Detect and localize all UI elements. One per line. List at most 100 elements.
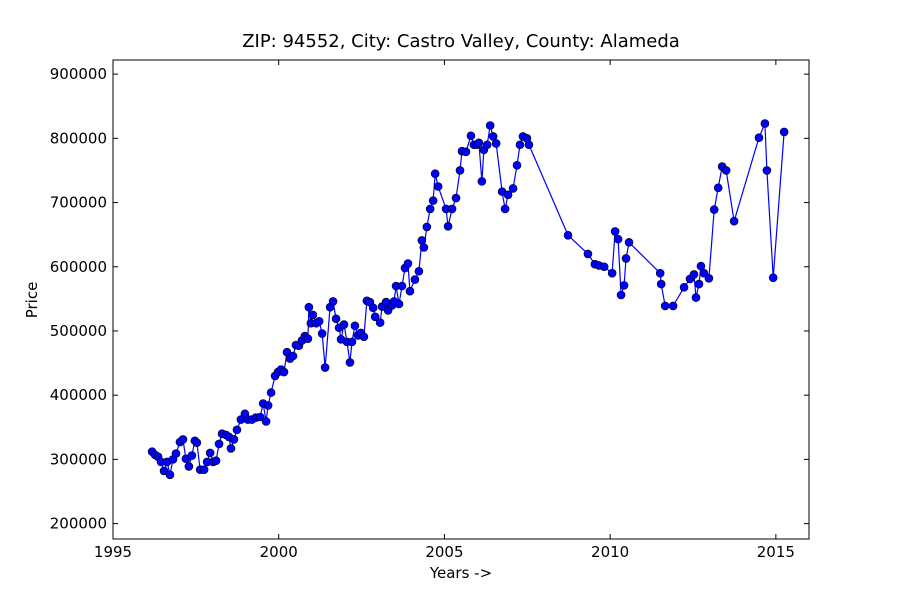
- data-point: [368, 303, 378, 313]
- data-point: [405, 286, 415, 296]
- data-point: [303, 334, 313, 343]
- data-point: [729, 216, 739, 226]
- data-point: [410, 275, 420, 284]
- data-point: [263, 401, 273, 410]
- data-point: [266, 388, 276, 397]
- data-point: [403, 259, 413, 268]
- data-point: [599, 262, 609, 272]
- data-point: [359, 332, 369, 342]
- data-point: [713, 183, 723, 193]
- data-point: [656, 279, 666, 289]
- data-point: [754, 133, 764, 142]
- data-point: [691, 293, 701, 302]
- data-point: [187, 451, 197, 460]
- data-point: [304, 302, 314, 312]
- data-point: [621, 254, 631, 263]
- data-point: [768, 273, 778, 282]
- data-point: [331, 314, 341, 324]
- data-point: [447, 204, 457, 214]
- data-point: [443, 222, 453, 231]
- data-point: [512, 161, 522, 170]
- data-point: [455, 166, 465, 175]
- data-point: [679, 283, 689, 292]
- data-point: [624, 238, 634, 247]
- data-point: [762, 166, 772, 175]
- data-point: [704, 274, 714, 283]
- data-point: [668, 301, 678, 311]
- data-point: [229, 435, 239, 444]
- data-point: [515, 140, 525, 150]
- data-point: [619, 281, 629, 290]
- x-tick-label: 2015: [757, 543, 795, 561]
- data-point: [466, 131, 476, 141]
- data-point: [226, 444, 236, 453]
- data-point: [279, 367, 289, 377]
- data-point: [314, 317, 324, 326]
- y-axis-label: Price: [23, 282, 41, 319]
- data-point: [689, 270, 699, 279]
- data-point: [214, 439, 224, 449]
- data-point: [613, 234, 623, 244]
- data-point: [461, 147, 471, 157]
- data-point: [347, 337, 357, 347]
- data-point: [721, 166, 731, 175]
- data-point: [288, 351, 298, 361]
- x-tick-label: 2000: [260, 543, 298, 561]
- data-point: [205, 448, 215, 458]
- y-tick-label: 200000: [50, 515, 107, 533]
- y-tick-label: 500000: [50, 322, 107, 340]
- data-point: [709, 205, 719, 214]
- plot-frame: [112, 59, 810, 540]
- data-point: [184, 462, 194, 471]
- chart-title: ZIP: 94552, City: Castro Valley, County:…: [242, 31, 680, 52]
- data-point: [477, 177, 487, 186]
- data-point: [350, 321, 360, 331]
- data-point: [660, 301, 670, 311]
- data-point: [503, 190, 513, 200]
- data-point: [345, 358, 355, 367]
- y-tick-label: 800000: [50, 129, 107, 147]
- data-point: [607, 268, 617, 278]
- x-tick-label: 2005: [425, 543, 463, 561]
- data-point: [451, 193, 461, 203]
- data-point: [171, 449, 181, 458]
- y-tick-label: 600000: [50, 258, 107, 276]
- data-point: [485, 121, 495, 130]
- data-point: [261, 417, 271, 426]
- data-point: [419, 243, 429, 252]
- data-point: [417, 236, 427, 245]
- data-point: [178, 435, 188, 444]
- data-point: [308, 310, 318, 320]
- data-point: [524, 140, 534, 150]
- data-point: [328, 297, 338, 306]
- data-point: [610, 227, 620, 236]
- x-tick-label: 2010: [591, 543, 629, 561]
- data-point: [616, 290, 626, 300]
- data-point: [370, 312, 380, 322]
- data-point: [563, 230, 573, 240]
- data-point: [232, 425, 242, 435]
- x-axis-label: Years ->: [429, 564, 492, 582]
- data-point: [655, 268, 665, 278]
- data-point: [430, 169, 440, 178]
- data-point: [428, 196, 438, 205]
- data-point: [165, 470, 175, 480]
- y-tick-label: 700000: [50, 194, 107, 212]
- data-point: [491, 139, 501, 148]
- y-tick-label: 300000: [50, 450, 107, 468]
- data-point: [339, 320, 349, 329]
- data-point: [500, 204, 510, 214]
- data-point: [508, 184, 518, 193]
- data-point: [414, 266, 424, 276]
- data-point: [211, 456, 221, 465]
- data-point: [317, 329, 327, 338]
- data-point: [699, 268, 709, 278]
- y-tick-label: 900000: [50, 65, 107, 83]
- data-point: [760, 119, 770, 128]
- data-point: [482, 140, 492, 150]
- data-point: [779, 127, 789, 137]
- data-point: [394, 299, 404, 309]
- data-point: [192, 438, 202, 447]
- data-point: [422, 222, 432, 232]
- data-point: [159, 466, 169, 476]
